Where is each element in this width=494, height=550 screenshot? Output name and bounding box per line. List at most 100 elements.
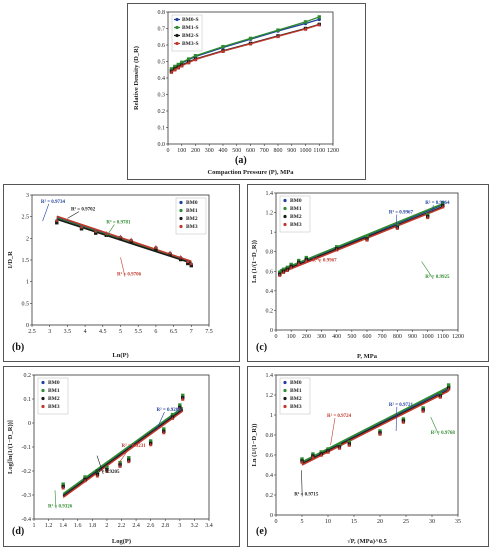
y-tick-label: 0.8 — [266, 433, 274, 439]
y-tick-label: 1 — [270, 230, 273, 236]
x-tick-label: 300 — [317, 334, 326, 340]
x-axis-label: Ln(P) — [112, 352, 128, 359]
legend-label: BM1 — [48, 388, 60, 394]
chart-b: 2.5 3 3.5 4 4.5 5 5.5 6 6.5 7 7.5 0 0.5 1 1.5 2 2.5 3 Ln(P… — [7, 193, 213, 359]
y-tick-label: -0.4 — [22, 517, 32, 523]
data-point — [365, 235, 369, 239]
fit-line-bm3 — [301, 390, 450, 466]
legend-marker — [283, 380, 287, 385]
legend-marker — [175, 41, 179, 46]
chart-a: 0 100 200 300 400 500 600 700 800 900 1000 1100 1200… — [133, 10, 339, 176]
x-tick-label: 800 — [393, 334, 402, 340]
data-point — [180, 63, 184, 68]
annotation-leader — [330, 417, 336, 446]
data-point — [168, 250, 172, 255]
data-point — [176, 62, 181, 67]
x-tick-label: 4.5 — [99, 329, 107, 335]
legend-label: BM2 — [186, 216, 198, 222]
annotation-leader — [156, 411, 165, 430]
legend-label: BM2 — [290, 396, 302, 402]
data-point — [170, 416, 175, 420]
legend: BM0 BM1 BM2 BM3 — [37, 377, 69, 415]
y-tick-label: 0.8 — [158, 10, 166, 16]
legend-marker — [283, 404, 287, 409]
x-tick-label: 2 — [105, 523, 108, 529]
data-point — [300, 459, 304, 464]
x-tick-label: 0 — [275, 519, 278, 525]
data-point — [189, 261, 193, 266]
x-tick-label: 1.8 — [89, 523, 97, 529]
data-point — [378, 431, 382, 436]
y-tick-label: 0.2 — [266, 493, 274, 499]
data-point — [281, 267, 286, 272]
y-tick-label: 3 — [26, 193, 29, 199]
data-point — [173, 67, 177, 72]
legend: BM0 BM1 BM2 BM3 — [279, 377, 311, 415]
y-tick-label: 0.4 — [266, 289, 274, 295]
data-point — [129, 237, 133, 242]
data-point — [61, 482, 65, 486]
legend-marker — [283, 222, 287, 227]
data-point — [281, 270, 286, 274]
data-point — [180, 60, 184, 65]
data-point — [61, 485, 65, 490]
data-point — [303, 26, 308, 31]
legend-marker — [283, 388, 287, 393]
legend-label: BM0 — [290, 198, 302, 204]
data-point — [326, 447, 330, 451]
data-point — [221, 49, 225, 53]
x-tick-label: 3.5 — [64, 329, 72, 335]
x-tick-label: 2.8 — [162, 523, 170, 529]
data-point — [326, 449, 330, 454]
x-tick-label: 5 — [301, 519, 304, 525]
x-tick-label: 7.5 — [205, 329, 213, 335]
y-tick-label: 0.4 — [158, 76, 166, 82]
x-tick-label: 25 — [403, 519, 409, 525]
data-point — [104, 231, 109, 235]
x-tick-label: 0 — [275, 334, 278, 340]
legend-marker — [41, 396, 45, 401]
plot-area — [275, 374, 459, 516]
chart-e: 0 5 10 15 20 25 30 35 0 0.2 0.4 0.6 0.8 1 1.2 1.4 √P, (M… — [251, 373, 461, 545]
x-tick-label: 2.2 — [118, 523, 126, 529]
fit-line-bm2 — [62, 409, 184, 497]
legend: BM0 BM1 BM2 BM3 — [279, 195, 311, 233]
annotation-leader — [432, 204, 434, 213]
data-point — [289, 265, 293, 270]
data-point — [446, 386, 451, 391]
data-point — [446, 383, 451, 387]
x-tick-label: 3 — [48, 329, 51, 335]
data-point — [176, 65, 181, 70]
data-point — [193, 54, 198, 58]
x-tick-label: 10 — [325, 519, 331, 525]
x-tick-label: 1.2 — [45, 523, 53, 529]
panel-label: (e) — [256, 526, 267, 537]
legend-marker — [179, 208, 183, 213]
legend-marker — [41, 388, 45, 393]
x-tick-label: 20 — [377, 519, 383, 525]
y-tick-label: 0.2 — [158, 109, 166, 115]
x-tick-label: 1000 — [300, 148, 312, 154]
data-point — [438, 392, 443, 396]
x-tick-label: 0 — [167, 148, 170, 154]
data-point — [285, 265, 290, 270]
panel-label: (a) — [235, 155, 247, 166]
x-tick-label: 35 — [455, 519, 461, 525]
data-point — [129, 240, 133, 244]
data-point — [178, 254, 183, 259]
x-tick-label: 3 — [178, 523, 181, 529]
x-tick-label: 1100 — [313, 148, 325, 154]
data-point — [186, 259, 190, 263]
r-squared-annotation: R² = 0.9967 — [389, 210, 414, 216]
legend: BM0 BM1 BM2 BM3 — [175, 197, 207, 235]
data-point — [311, 452, 315, 456]
y-tick-label: 0.4 — [266, 473, 274, 479]
legend-label: BM1-S — [182, 25, 199, 31]
y-tick-label: 0.6 — [266, 453, 274, 459]
legend-marker — [283, 198, 287, 203]
annotation-leader — [96, 455, 104, 475]
data-point — [118, 237, 123, 241]
data-point — [248, 36, 253, 41]
r-squared-annotation: R² = 0.9326 — [48, 503, 73, 509]
x-tick-label: 100 — [177, 148, 186, 154]
